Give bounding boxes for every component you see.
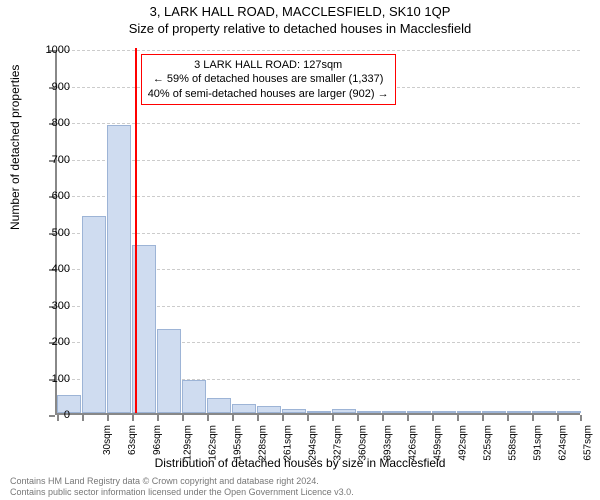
histogram-bar [82,216,106,413]
chart-header: 3, LARK HALL ROAD, MACCLESFIELD, SK10 1Q… [0,0,600,36]
property-marker-line [135,48,137,413]
x-tick-label: 63sqm [127,425,138,455]
histogram-bar [382,411,406,413]
chart-plot-area: 3 LARK HALL ROAD: 127sqm← 59% of detache… [55,50,580,415]
histogram-bar [432,411,456,413]
x-tick-label: 558sqm [507,425,518,461]
x-tick-label: 426sqm [407,425,418,461]
x-tick [407,415,409,421]
annotation-line: 3 LARK HALL ROAD: 127sqm [148,58,389,72]
histogram-bar [507,411,531,413]
x-tick-label: 294sqm [307,425,318,461]
y-tick-label: 0 [30,409,70,421]
x-tick [207,415,209,421]
histogram-bar [332,409,356,413]
x-tick [282,415,284,421]
x-tick [382,415,384,421]
x-tick [182,415,184,421]
y-tick-label: 400 [30,263,70,275]
x-tick-label: 129sqm [182,425,193,461]
x-tick [307,415,309,421]
x-tick [457,415,459,421]
subtitle: Size of property relative to detached ho… [0,21,600,36]
x-tick [580,415,582,421]
x-tick [332,415,334,421]
histogram-bar [207,398,231,413]
x-tick [532,415,534,421]
x-tick [232,415,234,421]
x-tick-label: 228sqm [257,425,268,461]
histogram-bar [357,411,381,413]
histogram-bar [532,411,556,413]
y-tick-label: 100 [30,373,70,385]
y-tick-label: 500 [30,227,70,239]
histogram-bar [257,406,281,413]
x-tick [482,415,484,421]
histogram-bar [407,411,431,413]
histogram-bar [307,411,331,413]
annotation-line: 40% of semi-detached houses are larger (… [148,87,389,101]
histogram-bar [107,125,131,413]
x-tick-label: 162sqm [207,425,218,461]
annotation-box: 3 LARK HALL ROAD: 127sqm← 59% of detache… [141,54,396,105]
x-tick-label: 30sqm [102,425,113,455]
x-tick [507,415,509,421]
histogram-bar [282,409,306,413]
x-tick [82,415,84,421]
footer-attribution: Contains HM Land Registry data © Crown c… [10,476,354,498]
x-tick-label: 360sqm [357,425,368,461]
x-tick-label: 96sqm [152,425,163,455]
y-tick-label: 200 [30,336,70,348]
histogram-bar [457,411,481,413]
histogram-bar [232,404,256,413]
histogram-bar [557,411,581,413]
x-tick-label: 591sqm [532,425,543,461]
histogram-bar [182,380,206,413]
x-tick-label: 525sqm [482,425,493,461]
annotation-line: ← 59% of detached houses are smaller (1,… [148,72,389,86]
x-tick [132,415,134,421]
x-tick-label: 327sqm [332,425,343,461]
histogram-bar [482,411,506,413]
x-tick-label: 657sqm [582,425,593,461]
x-tick [357,415,359,421]
x-tick [557,415,559,421]
x-tick [107,415,109,421]
x-tick-label: 624sqm [557,425,568,461]
histogram-bar [157,329,181,413]
y-tick-label: 300 [30,300,70,312]
x-tick-label: 393sqm [382,425,393,461]
x-tick [432,415,434,421]
address-title: 3, LARK HALL ROAD, MACCLESFIELD, SK10 1Q… [0,4,600,19]
x-tick-label: 261sqm [282,425,293,461]
x-tick [257,415,259,421]
x-tick [157,415,159,421]
y-tick-label: 1000 [30,44,70,56]
y-tick-label: 600 [30,190,70,202]
x-tick-label: 459sqm [432,425,443,461]
footer-line2: Contains public sector information licen… [10,487,354,498]
footer-line1: Contains HM Land Registry data © Crown c… [10,476,354,487]
x-tick-label: 492sqm [457,425,468,461]
y-tick-label: 900 [30,81,70,93]
y-tick-label: 800 [30,117,70,129]
y-tick-label: 700 [30,154,70,166]
x-tick-label: 195sqm [232,425,243,461]
y-axis-title: Number of detached properties [8,65,22,230]
